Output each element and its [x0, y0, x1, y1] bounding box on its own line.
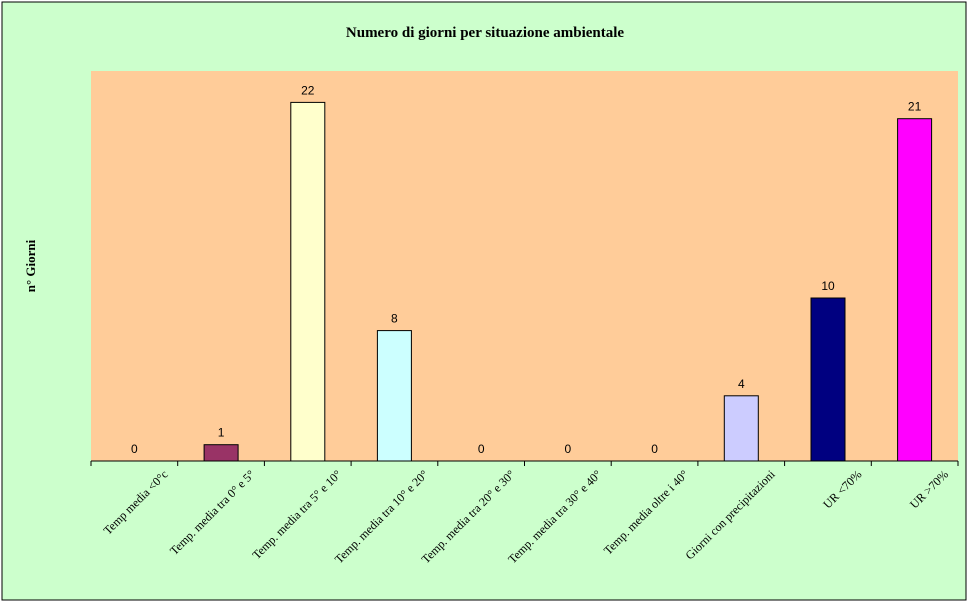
data-label: 4: [738, 377, 745, 391]
data-label: 0: [478, 442, 485, 456]
data-label: 0: [651, 442, 658, 456]
data-labels-layer: 0 1 22 8 0 0 0 4 10 21: [131, 83, 922, 456]
data-label: 1: [218, 426, 225, 440]
y-axis-label: n° Giorni: [23, 239, 38, 292]
data-label: 10: [821, 279, 835, 293]
chart-title: Numero di giorni per situazione ambienta…: [346, 25, 625, 41]
bar: [723, 395, 759, 462]
bar: [203, 444, 239, 462]
bar: [810, 297, 846, 462]
bar: [290, 101, 326, 462]
bar: [376, 330, 412, 462]
data-label: 8: [391, 312, 398, 326]
x-axis: [90, 460, 959, 466]
data-label: 0: [131, 442, 138, 456]
bars-layer: [203, 101, 933, 462]
bar: [897, 118, 933, 462]
data-label: 22: [301, 83, 315, 97]
data-label: 0: [565, 442, 572, 456]
data-label: 21: [908, 100, 922, 114]
